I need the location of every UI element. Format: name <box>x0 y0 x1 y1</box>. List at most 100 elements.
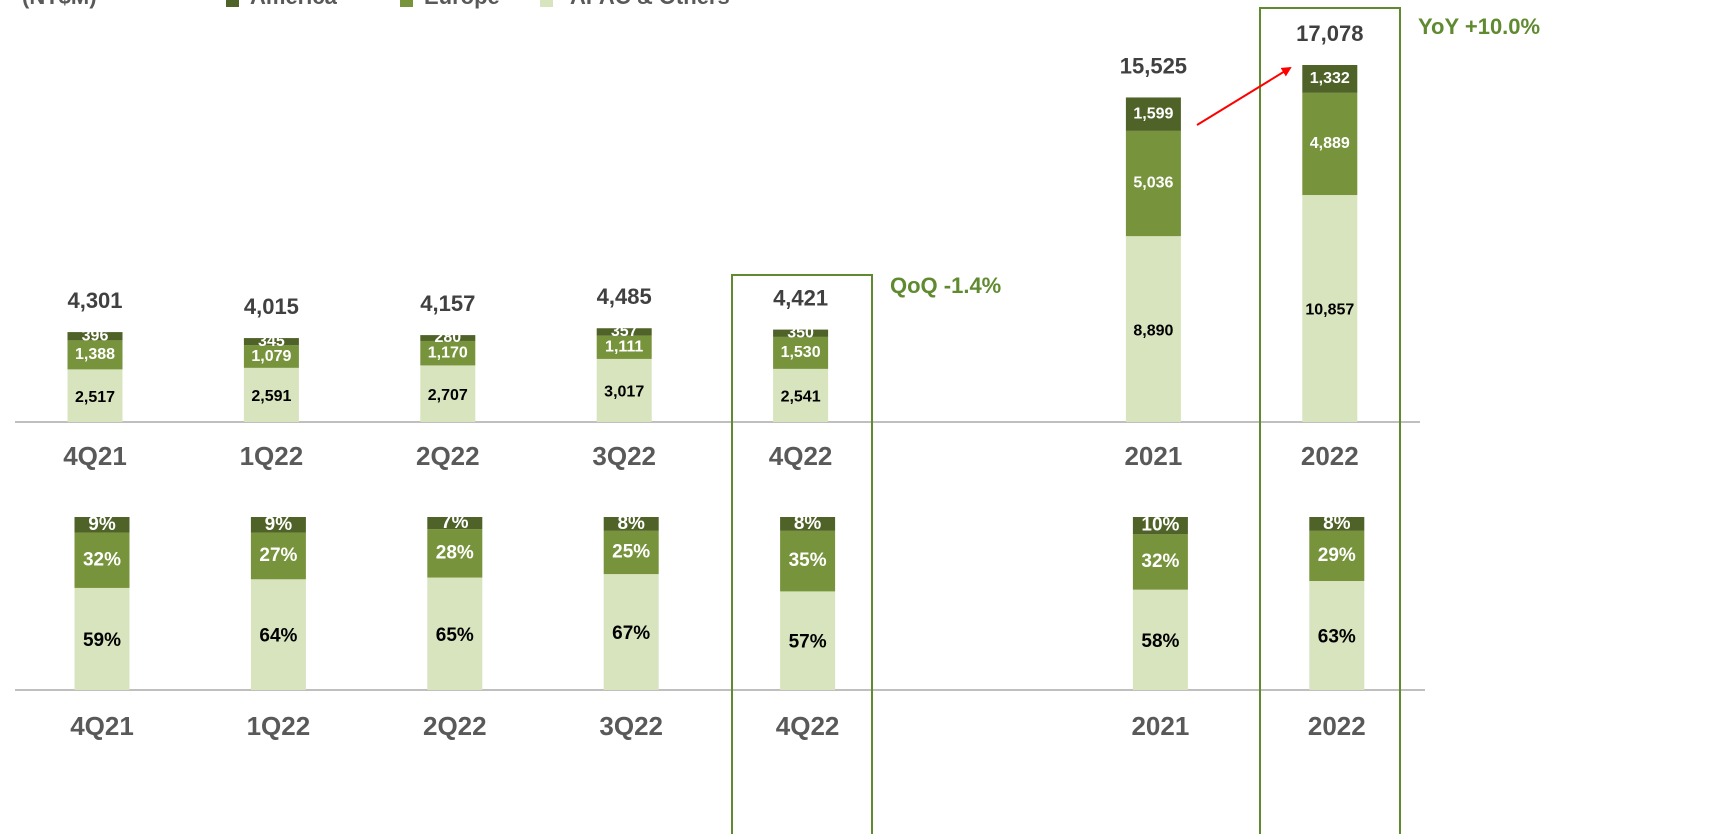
total-label: 17,078 <box>1296 21 1363 46</box>
bar-segment <box>1309 581 1365 690</box>
x-tick-label: 3Q22 <box>599 711 663 741</box>
data-label: 57% <box>789 632 827 653</box>
data-label: 32% <box>1141 551 1179 572</box>
bar-segment <box>420 340 476 366</box>
bar-segment <box>1309 530 1365 582</box>
total-label: 15,525 <box>1120 53 1187 78</box>
annotation: QoQ -1.4% <box>890 273 1001 298</box>
bar-segment <box>1302 92 1358 196</box>
bar-segment <box>773 329 829 337</box>
bar-segment <box>420 335 476 341</box>
x-tick-label: 2022 <box>1301 441 1359 471</box>
bar-segment <box>1132 534 1188 590</box>
bar-segment <box>603 530 659 575</box>
x-tick-label: 2021 <box>1124 441 1182 471</box>
bar-segment <box>74 532 130 588</box>
data-label: 1,111 <box>605 339 643 356</box>
x-tick-label: 3Q22 <box>592 441 656 471</box>
bar-segment <box>773 368 829 422</box>
data-label: 5,036 <box>1133 175 1173 192</box>
data-label: 1,530 <box>781 344 821 361</box>
data-label: 396 <box>82 327 109 344</box>
legend-swatch <box>226 0 239 7</box>
data-label: 2,517 <box>75 389 115 406</box>
bar-segment <box>603 517 659 531</box>
unit-label: (NT$M) <box>22 0 97 9</box>
bar-segment <box>67 340 123 370</box>
data-label: 2,591 <box>251 388 291 405</box>
data-label: 1,599 <box>1133 105 1173 122</box>
data-label: 10% <box>1141 515 1179 536</box>
data-label: 29% <box>1318 545 1356 566</box>
total-label: 4,485 <box>597 284 652 309</box>
bar-segment <box>243 338 299 346</box>
data-label: 65% <box>436 625 474 646</box>
data-label: 3,017 <box>604 384 644 401</box>
data-label: 2,541 <box>781 389 821 406</box>
bar-segment <box>1309 517 1365 531</box>
bar-segment <box>250 532 306 580</box>
data-label: 345 <box>258 333 285 350</box>
bar-segment <box>250 579 306 690</box>
highlight-box <box>1259 7 1401 834</box>
x-tick-label: 2Q22 <box>423 711 487 741</box>
data-label: 2,707 <box>428 387 468 404</box>
data-label: 9% <box>265 514 293 535</box>
bar-segment <box>1125 236 1181 422</box>
bar-segment <box>250 517 306 533</box>
legend-label: Europe <box>424 0 500 9</box>
data-label: 8,890 <box>1133 322 1173 339</box>
total-label: 4,421 <box>773 285 828 310</box>
bar-segment <box>243 367 299 422</box>
total-label: 4,157 <box>420 291 475 316</box>
data-label: 1,079 <box>251 348 291 365</box>
data-label: 4,889 <box>1310 135 1350 152</box>
bar-segment <box>74 517 130 533</box>
bar-segment <box>596 335 652 359</box>
highlight-box <box>731 274 873 834</box>
bar-segment <box>780 517 836 531</box>
x-tick-label: 2Q22 <box>416 441 480 471</box>
x-tick-label: 1Q22 <box>247 711 311 741</box>
bar-segment <box>427 517 483 530</box>
bar-segment <box>1125 97 1181 131</box>
data-label: 8% <box>617 513 645 534</box>
bar-segment <box>603 574 659 690</box>
bar-segment <box>1132 517 1188 535</box>
x-tick-label: 4Q21 <box>70 711 134 741</box>
bar-segment <box>420 365 476 422</box>
data-label: 8% <box>1323 513 1351 534</box>
x-tick-label: 4Q22 <box>776 711 840 741</box>
bar-segment <box>1125 130 1181 237</box>
data-label: 58% <box>1141 631 1179 652</box>
data-label: 1,170 <box>428 344 468 361</box>
data-label: 32% <box>83 549 121 570</box>
bar-segment <box>67 369 123 422</box>
data-label: 10,857 <box>1305 302 1354 319</box>
data-label: 27% <box>259 545 297 566</box>
legend-swatch <box>400 0 413 7</box>
bar-segment <box>1302 65 1358 93</box>
x-tick-label: 2022 <box>1308 711 1366 741</box>
bar-segment <box>596 358 652 422</box>
bar-segment <box>243 345 299 368</box>
data-label: 64% <box>259 626 297 647</box>
data-label: 7% <box>441 512 469 533</box>
bar-segment <box>427 529 483 578</box>
legend-label: APAC & Others <box>570 0 730 9</box>
bar-segment <box>780 591 836 690</box>
data-label: 63% <box>1318 627 1356 648</box>
data-label: 35% <box>789 550 827 571</box>
data-label: 1,332 <box>1310 70 1350 87</box>
x-tick-label: 4Q22 <box>769 441 833 471</box>
total-label: 4,015 <box>244 294 299 319</box>
bar-segment <box>596 328 652 336</box>
bar-segment <box>780 530 836 592</box>
bar-segment <box>67 332 123 341</box>
bar-segment <box>1302 195 1358 422</box>
bar-segment <box>427 577 483 690</box>
data-label: 1,388 <box>75 346 115 363</box>
bar-segment <box>1132 589 1188 690</box>
data-label: 350 <box>787 324 814 341</box>
